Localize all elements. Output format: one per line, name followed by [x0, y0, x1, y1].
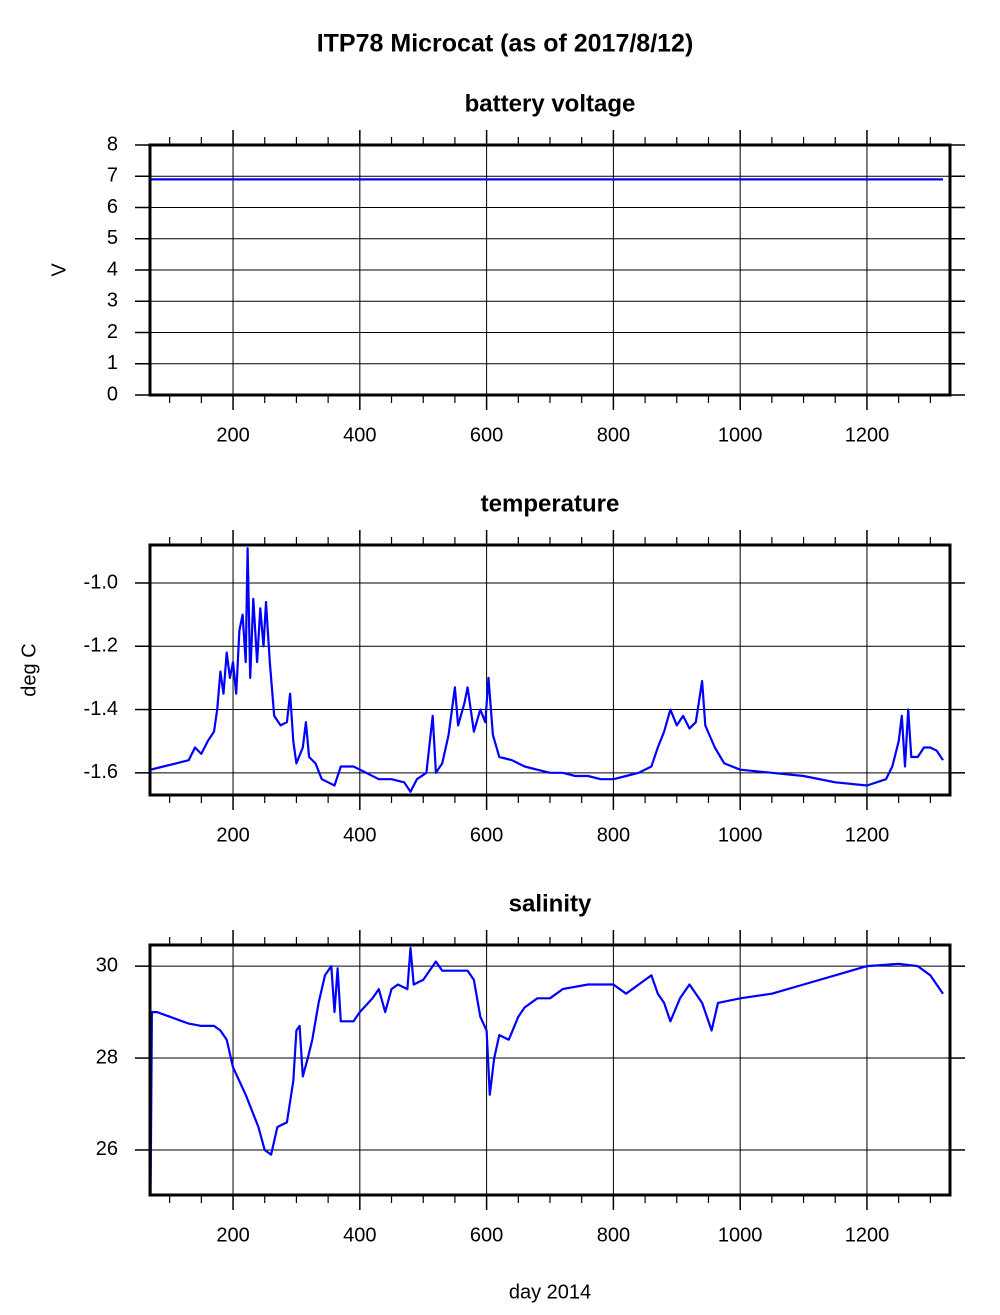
- x-tick-label: 1200: [845, 1224, 890, 1246]
- panel-title: temperature: [481, 490, 620, 517]
- y-tick-label: 0: [107, 383, 118, 405]
- plot-frame: [148, 943, 952, 1197]
- panel-title: salinity: [509, 890, 592, 917]
- x-tick-label: 800: [597, 424, 630, 446]
- x-tick-label: 1200: [845, 424, 890, 446]
- y-axis-label: V: [48, 263, 70, 277]
- x-tick-label: 200: [216, 1224, 249, 1246]
- plot-frame: [148, 543, 952, 797]
- y-axis-label: deg C: [18, 643, 40, 696]
- x-tick-label: 200: [216, 424, 249, 446]
- y-tick-label: 5: [107, 227, 118, 249]
- y-tick-label: 28: [96, 1046, 118, 1068]
- y-tick-label: 26: [96, 1138, 118, 1160]
- x-tick-label: 600: [470, 424, 503, 446]
- y-tick-label: -1.2: [84, 635, 118, 657]
- data-line: [150, 547, 944, 793]
- x-tick-label: 1000: [718, 424, 763, 446]
- y-tick-label: 8: [107, 133, 118, 155]
- figure-title: ITP78 Microcat (as of 2017/8/12): [317, 30, 694, 58]
- x-tick-label: 1000: [718, 824, 763, 846]
- panel-title: battery voltage: [465, 90, 636, 117]
- y-tick-label: 30: [96, 954, 118, 976]
- x-tick-label: 400: [343, 424, 376, 446]
- y-tick-label: 1: [107, 352, 118, 374]
- x-axis-label: day 2014: [509, 1281, 591, 1303]
- y-tick-label: 4: [107, 258, 118, 280]
- y-tick-label: -1.6: [84, 761, 118, 783]
- x-tick-label: 1000: [718, 1224, 763, 1246]
- y-tick-label: -1.4: [84, 698, 118, 720]
- y-tick-label: 7: [107, 165, 118, 187]
- x-tick-label: 600: [470, 824, 503, 846]
- x-tick-label: 200: [216, 824, 249, 846]
- plot-frame: [148, 143, 952, 397]
- x-tick-label: 600: [470, 1224, 503, 1246]
- y-tick-label: 3: [107, 290, 118, 312]
- y-tick-label: 2: [107, 321, 118, 343]
- x-tick-label: 800: [597, 824, 630, 846]
- data-line: [149, 946, 944, 1194]
- y-tick-label: 6: [107, 196, 118, 218]
- x-tick-label: 800: [597, 1224, 630, 1246]
- x-tick-label: 400: [343, 1224, 376, 1246]
- x-tick-label: 400: [343, 824, 376, 846]
- x-tick-label: 1200: [845, 824, 890, 846]
- y-tick-label: -1.0: [84, 571, 118, 593]
